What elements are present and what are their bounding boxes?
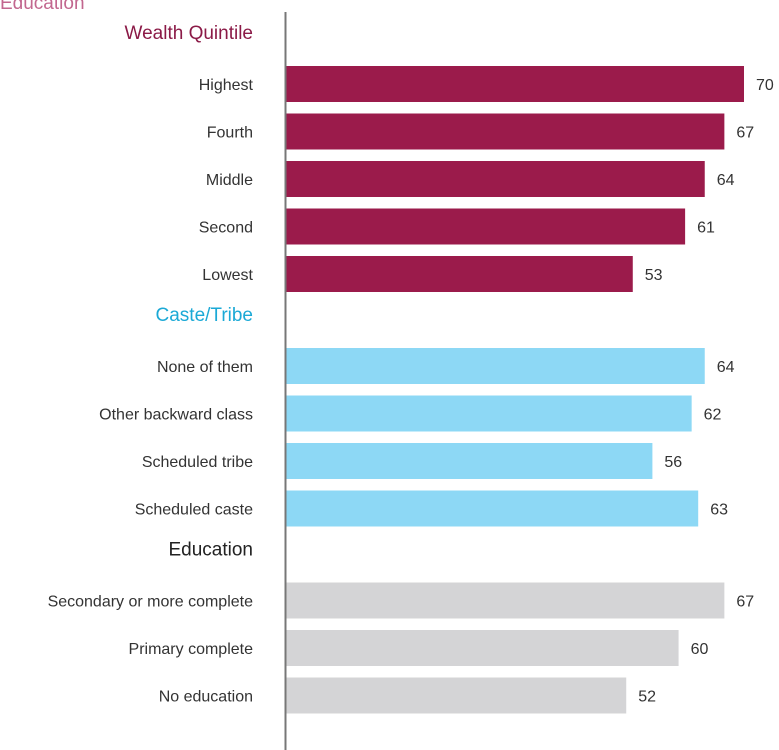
bar bbox=[286, 208, 686, 245]
category-label: Lowest bbox=[202, 267, 253, 284]
value-label: 61 bbox=[697, 220, 715, 237]
group-title: Education bbox=[168, 540, 253, 561]
group-2: Education Secondary or more complete 67 Pri… bbox=[48, 540, 754, 714]
category-label: Other backward class bbox=[99, 407, 253, 424]
value-label: 67 bbox=[736, 594, 754, 611]
category-label: None of them bbox=[157, 359, 253, 376]
value-label: 67 bbox=[736, 125, 754, 142]
category-label: Second bbox=[199, 220, 253, 237]
group-0: Wealth Quintile Highest 70 Fourth 67 Middle 64… bbox=[125, 23, 774, 292]
chart-groups: Wealth Quintile Highest 70 Fourth 67 Middle 64… bbox=[48, 23, 774, 714]
value-label: 64 bbox=[717, 359, 735, 376]
bar bbox=[286, 161, 705, 197]
bar bbox=[286, 677, 627, 714]
category-label: Middle bbox=[206, 172, 253, 189]
category-label: Scheduled tribe bbox=[142, 454, 253, 471]
bar bbox=[286, 582, 725, 619]
category-label: Fourth bbox=[207, 125, 253, 142]
top-cut-label: Education bbox=[0, 0, 85, 14]
value-label: 52 bbox=[638, 689, 656, 706]
group-title: Wealth Quintile bbox=[125, 23, 254, 44]
bar bbox=[286, 490, 699, 527]
value-label: 53 bbox=[645, 267, 663, 284]
value-label: 63 bbox=[710, 502, 728, 519]
value-label: 70 bbox=[756, 77, 774, 94]
bar bbox=[286, 443, 653, 479]
bar bbox=[286, 348, 705, 384]
bar bbox=[286, 395, 692, 432]
value-label: 64 bbox=[717, 172, 735, 189]
bar bbox=[286, 66, 744, 102]
category-label: Highest bbox=[199, 77, 254, 94]
category-label: Secondary or more complete bbox=[48, 594, 254, 611]
category-label: Scheduled caste bbox=[135, 502, 253, 519]
value-label: 60 bbox=[691, 641, 709, 658]
bar bbox=[286, 256, 633, 292]
category-label: Primary complete bbox=[129, 641, 254, 658]
value-label: 62 bbox=[704, 407, 722, 424]
bar bbox=[286, 113, 725, 150]
group-1: Caste/Tribe None of them 64 Other backward … bbox=[99, 305, 735, 527]
bar bbox=[286, 630, 679, 666]
value-label: 56 bbox=[664, 454, 682, 471]
category-label: No education bbox=[159, 689, 253, 706]
group-title: Caste/Tribe bbox=[156, 305, 254, 326]
